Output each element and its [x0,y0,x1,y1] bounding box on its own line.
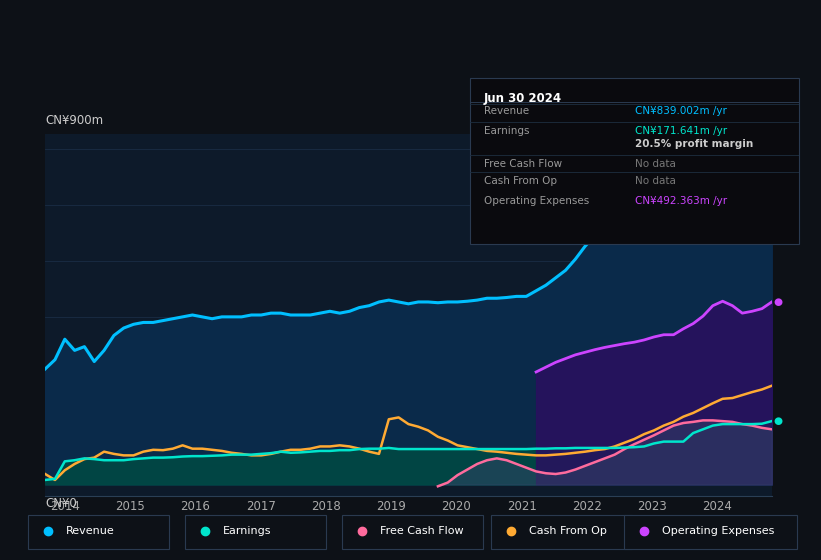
Text: ●: ● [774,144,783,155]
Text: Cash From Op: Cash From Op [529,526,607,536]
Text: Jun 30 2024: Jun 30 2024 [484,92,562,105]
FancyBboxPatch shape [186,515,326,549]
Text: CN¥0: CN¥0 [45,497,77,510]
Text: 20.5% profit margin: 20.5% profit margin [635,139,753,150]
Text: Cash From Op: Cash From Op [484,176,557,186]
Text: No data: No data [635,176,676,186]
Text: Free Cash Flow: Free Cash Flow [484,159,562,169]
Text: Revenue: Revenue [66,526,115,536]
Text: ●: ● [774,297,783,307]
Text: Operating Expenses: Operating Expenses [484,195,589,206]
Text: CN¥839.002m /yr: CN¥839.002m /yr [635,106,727,116]
Text: ●: ● [774,416,783,426]
FancyBboxPatch shape [29,515,169,549]
Text: Revenue: Revenue [484,106,529,116]
FancyBboxPatch shape [624,515,796,549]
Text: Free Cash Flow: Free Cash Flow [379,526,463,536]
FancyBboxPatch shape [491,515,632,549]
Text: Operating Expenses: Operating Expenses [662,526,774,536]
Text: CN¥171.641m /yr: CN¥171.641m /yr [635,126,727,136]
Text: No data: No data [635,159,676,169]
Text: Earnings: Earnings [222,526,271,536]
Text: CN¥900m: CN¥900m [45,114,103,127]
FancyBboxPatch shape [342,515,483,549]
Text: Earnings: Earnings [484,126,529,136]
Text: CN¥492.363m /yr: CN¥492.363m /yr [635,195,727,206]
